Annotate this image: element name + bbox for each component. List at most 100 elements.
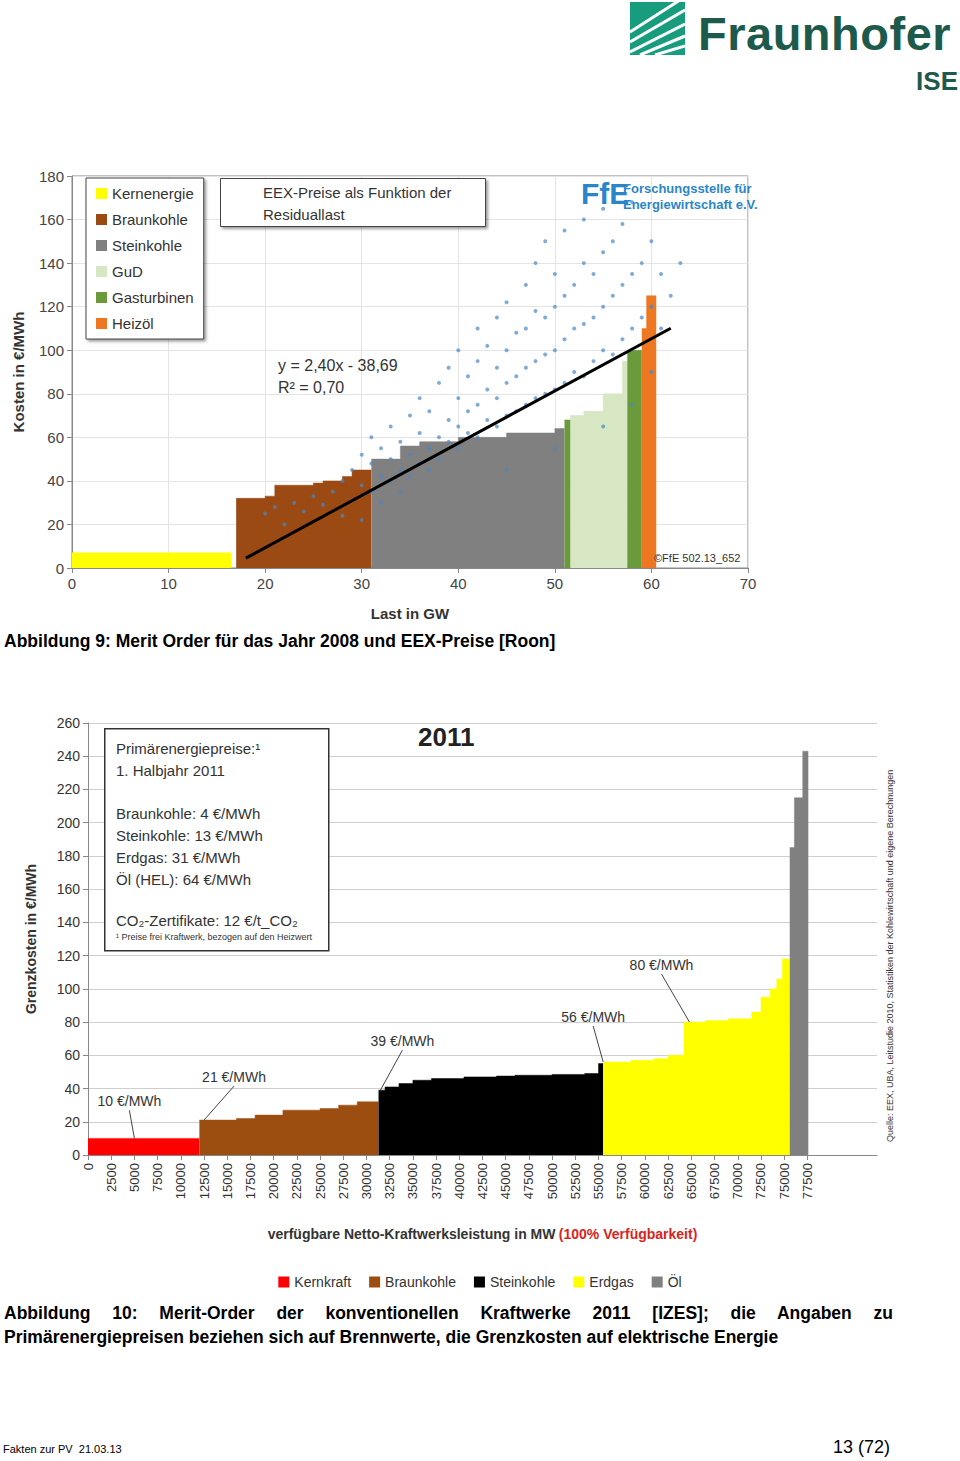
svg-text:60: 60 bbox=[643, 575, 660, 592]
svg-text:20000: 20000 bbox=[266, 1163, 281, 1199]
svg-text:52500: 52500 bbox=[568, 1163, 583, 1199]
svg-text:CO₂-Zertifikate: 12 €/t_CO₂: CO₂-Zertifikate: 12 €/t_CO₂ bbox=[116, 912, 298, 929]
svg-text:Quelle: EEX, UBA, Leitstudie 2: Quelle: EEX, UBA, Leitstudie 2010, Stati… bbox=[885, 770, 895, 1142]
svg-text:Kernkraft: Kernkraft bbox=[294, 1274, 351, 1290]
svg-text:Kosten in €/MWh: Kosten in €/MWh bbox=[10, 312, 27, 433]
svg-text:verfügbare Netto-Kraftwerkslei: verfügbare Netto-Kraftwerksleistung in M… bbox=[268, 1226, 557, 1242]
svg-text:Erdgas: 31 €/MWh: Erdgas: 31 €/MWh bbox=[116, 849, 240, 866]
svg-text:20: 20 bbox=[257, 575, 274, 592]
svg-text:39 €/MWh: 39 €/MWh bbox=[370, 1033, 434, 1049]
svg-text:55000: 55000 bbox=[591, 1163, 606, 1199]
svg-text:21 €/MWh: 21 €/MWh bbox=[202, 1069, 266, 1085]
svg-text:220: 220 bbox=[57, 781, 81, 797]
svg-text:75000: 75000 bbox=[777, 1163, 792, 1199]
svg-text:Öl: Öl bbox=[668, 1273, 682, 1290]
svg-text:17500: 17500 bbox=[243, 1163, 258, 1199]
svg-text:2011: 2011 bbox=[418, 722, 474, 752]
svg-text:40: 40 bbox=[450, 575, 467, 592]
svg-text:Heizöl: Heizöl bbox=[112, 315, 154, 332]
svg-text:240: 240 bbox=[57, 748, 81, 764]
svg-text:Braunkohle: Braunkohle bbox=[385, 1274, 456, 1290]
svg-text:Primärenergiepreise:¹: Primärenergiepreise:¹ bbox=[116, 740, 260, 757]
svg-text:260: 260 bbox=[57, 715, 81, 731]
svg-text:0: 0 bbox=[56, 560, 64, 577]
svg-text:180: 180 bbox=[57, 848, 81, 864]
svg-text:12500: 12500 bbox=[197, 1163, 212, 1199]
svg-text:30000: 30000 bbox=[359, 1163, 374, 1199]
svg-text:60: 60 bbox=[64, 1047, 80, 1063]
svg-text:0: 0 bbox=[81, 1163, 96, 1170]
svg-text:60: 60 bbox=[47, 429, 64, 446]
svg-text:56 €/MWh: 56 €/MWh bbox=[561, 1009, 625, 1025]
svg-text:180: 180 bbox=[39, 168, 64, 185]
svg-text:72500: 72500 bbox=[753, 1163, 768, 1199]
svg-text:Steinkohle: 13 €/MWh: Steinkohle: 13 €/MWh bbox=[116, 827, 263, 844]
svg-text:50: 50 bbox=[547, 575, 564, 592]
svg-text:2500: 2500 bbox=[104, 1163, 119, 1192]
svg-text:Braunkohle: 4 €/MWh: Braunkohle: 4 €/MWh bbox=[116, 805, 260, 822]
svg-text:GuD: GuD bbox=[112, 263, 143, 280]
svg-text:62500: 62500 bbox=[661, 1163, 676, 1199]
svg-text:40: 40 bbox=[64, 1081, 80, 1097]
svg-text:120: 120 bbox=[39, 298, 64, 315]
svg-text:5000: 5000 bbox=[127, 1163, 142, 1192]
svg-text:Grenzkosten in €/MWh: Grenzkosten in €/MWh bbox=[23, 864, 39, 1014]
svg-text:©FfE 502.13_652: ©FfE 502.13_652 bbox=[654, 552, 740, 564]
svg-text:Kernenergie: Kernenergie bbox=[112, 185, 194, 202]
svg-text:40: 40 bbox=[47, 472, 64, 489]
svg-text:77500: 77500 bbox=[800, 1163, 815, 1199]
svg-text:1. Halbjahr 2011: 1. Halbjahr 2011 bbox=[116, 762, 225, 779]
svg-text:10 €/MWh: 10 €/MWh bbox=[98, 1093, 162, 1109]
svg-text:20: 20 bbox=[47, 516, 64, 533]
svg-text:45000: 45000 bbox=[498, 1163, 513, 1199]
svg-text:200: 200 bbox=[57, 815, 81, 831]
svg-text:15000: 15000 bbox=[220, 1163, 235, 1199]
svg-text:35000: 35000 bbox=[405, 1163, 420, 1199]
svg-text:y = 2,40x - 38,69: y = 2,40x - 38,69 bbox=[278, 357, 398, 374]
svg-text:Erdgas: Erdgas bbox=[589, 1274, 633, 1290]
svg-text:32500: 32500 bbox=[382, 1163, 397, 1199]
svg-text:20: 20 bbox=[64, 1114, 80, 1130]
svg-text:160: 160 bbox=[57, 881, 81, 897]
svg-text:7500: 7500 bbox=[150, 1163, 165, 1192]
svg-text:Steinkohle: Steinkohle bbox=[490, 1274, 556, 1290]
svg-text:160: 160 bbox=[39, 211, 64, 228]
svg-text:100: 100 bbox=[57, 981, 81, 997]
svg-text:120: 120 bbox=[57, 948, 81, 964]
svg-text:Öl (HEL): 64 €/MWh: Öl (HEL): 64 €/MWh bbox=[116, 871, 251, 888]
svg-text:0: 0 bbox=[68, 575, 76, 592]
svg-text:70: 70 bbox=[740, 575, 757, 592]
svg-text:70000: 70000 bbox=[730, 1163, 745, 1199]
svg-text:0: 0 bbox=[72, 1147, 80, 1163]
svg-text:Residuallast: Residuallast bbox=[263, 206, 346, 223]
svg-text:80: 80 bbox=[64, 1014, 80, 1030]
svg-text:47500: 47500 bbox=[521, 1163, 536, 1199]
svg-text:80 €/MWh: 80 €/MWh bbox=[630, 957, 694, 973]
svg-text:22500: 22500 bbox=[289, 1163, 304, 1199]
svg-text:Forschungsstelle für: Forschungsstelle für bbox=[623, 181, 752, 196]
svg-text:Gasturbinen: Gasturbinen bbox=[112, 289, 194, 306]
svg-text:42500: 42500 bbox=[475, 1163, 490, 1199]
svg-text:Energiewirtschaft e.V.: Energiewirtschaft e.V. bbox=[623, 197, 758, 212]
svg-text:R² = 0,70: R² = 0,70 bbox=[278, 379, 344, 396]
svg-text:27500: 27500 bbox=[336, 1163, 351, 1199]
svg-text:30: 30 bbox=[353, 575, 370, 592]
svg-text:40000: 40000 bbox=[452, 1163, 467, 1199]
svg-text:37500: 37500 bbox=[429, 1163, 444, 1199]
svg-text:67500: 67500 bbox=[707, 1163, 722, 1199]
svg-text:(100% Verfügbarkeit): (100% Verfügbarkeit) bbox=[559, 1226, 698, 1242]
svg-text:65000: 65000 bbox=[684, 1163, 699, 1199]
svg-text:10: 10 bbox=[160, 575, 177, 592]
svg-text:10000: 10000 bbox=[173, 1163, 188, 1199]
svg-text:50000: 50000 bbox=[545, 1163, 560, 1199]
svg-text:140: 140 bbox=[39, 255, 64, 272]
svg-text:Steinkohle: Steinkohle bbox=[112, 237, 182, 254]
svg-text:25000: 25000 bbox=[313, 1163, 328, 1199]
svg-text:80: 80 bbox=[47, 385, 64, 402]
svg-text:Last in GW: Last in GW bbox=[371, 605, 450, 622]
svg-text:140: 140 bbox=[57, 914, 81, 930]
svg-text:Braunkohle: Braunkohle bbox=[112, 211, 188, 228]
svg-text:60000: 60000 bbox=[637, 1163, 652, 1199]
svg-text:100: 100 bbox=[39, 342, 64, 359]
svg-text:¹ Preise frei Kraftwerk, bezog: ¹ Preise frei Kraftwerk, bezogen auf den… bbox=[116, 932, 313, 942]
